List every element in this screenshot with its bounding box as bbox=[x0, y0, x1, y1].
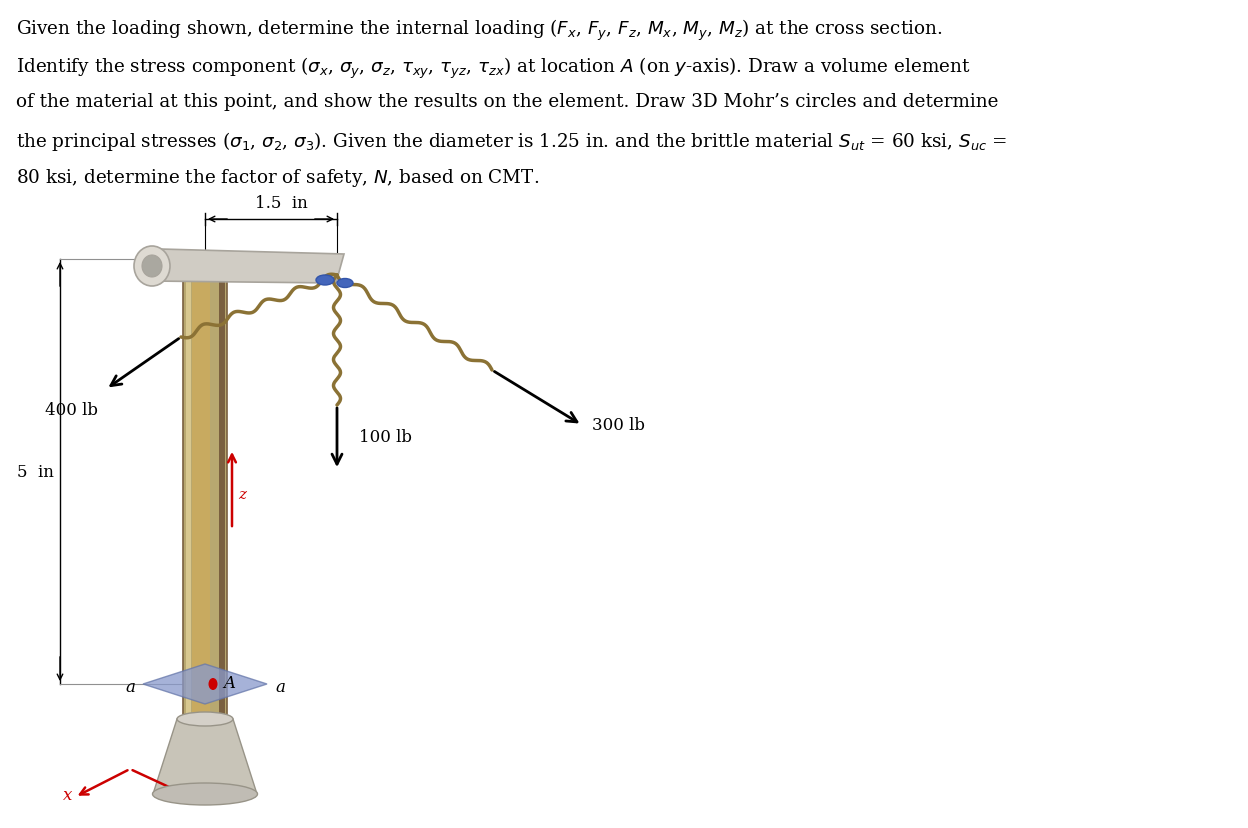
Text: x: x bbox=[64, 786, 72, 803]
Ellipse shape bbox=[208, 678, 217, 691]
Bar bbox=[186, 258, 191, 720]
Bar bbox=[218, 258, 225, 720]
Text: y: y bbox=[197, 786, 207, 803]
Text: a: a bbox=[275, 677, 285, 695]
Polygon shape bbox=[154, 720, 257, 794]
Text: 100 lb: 100 lb bbox=[359, 429, 412, 446]
Polygon shape bbox=[144, 664, 267, 704]
Text: of the material at this point, and show the results on the element. Draw 3D Mohr: of the material at this point, and show … bbox=[16, 93, 998, 111]
Ellipse shape bbox=[177, 712, 233, 726]
Text: a: a bbox=[125, 677, 135, 695]
Bar bbox=[192, 258, 210, 720]
Text: 5  in: 5 in bbox=[17, 464, 54, 480]
Text: A: A bbox=[223, 674, 235, 691]
Text: 400 lb: 400 lb bbox=[45, 402, 99, 418]
Ellipse shape bbox=[142, 256, 162, 277]
Ellipse shape bbox=[152, 783, 257, 805]
Text: 80 ksi, determine the factor of safety, $N$, based on CMT.: 80 ksi, determine the factor of safety, … bbox=[16, 167, 539, 190]
Text: 1.5  in: 1.5 in bbox=[255, 195, 307, 212]
Polygon shape bbox=[150, 250, 344, 284]
Bar bbox=[183, 258, 227, 720]
Text: Identify the stress component ($\sigma_x$, $\sigma_y$, $\sigma_z$, $\tau_{xy}$, : Identify the stress component ($\sigma_x… bbox=[16, 55, 971, 80]
Ellipse shape bbox=[134, 247, 170, 286]
Ellipse shape bbox=[337, 279, 353, 288]
Text: Given the loading shown, determine the internal loading ($F_x$, $F_y$, $F_z$, $M: Given the loading shown, determine the i… bbox=[16, 18, 942, 43]
Text: 300 lb: 300 lb bbox=[592, 417, 645, 434]
Text: z: z bbox=[238, 488, 246, 502]
Text: the principal stresses ($\sigma_1$, $\sigma_2$, $\sigma_3$). Given the diameter : the principal stresses ($\sigma_1$, $\si… bbox=[16, 130, 1007, 153]
Ellipse shape bbox=[316, 276, 334, 286]
